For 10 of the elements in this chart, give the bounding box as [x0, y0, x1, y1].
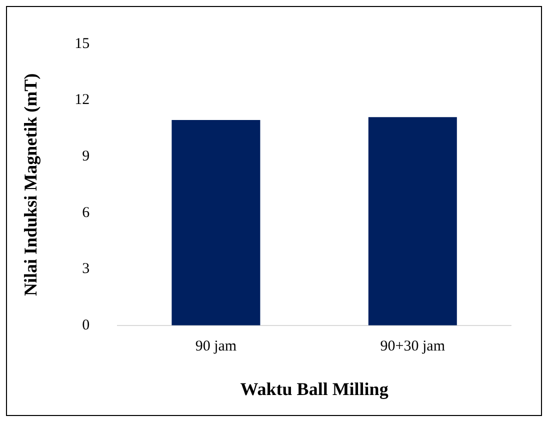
y-axis-title: Nilai Induksi Magnetik (mT): [20, 73, 40, 296]
y-tick-label: 12: [74, 92, 90, 108]
x-tick-label: 90+30 jam: [380, 338, 446, 354]
y-tick-label: 0: [82, 317, 90, 334]
y-tick-label: 6: [82, 204, 90, 221]
y-tick-label: 15: [74, 36, 90, 52]
x-tick-label: 90 jam: [195, 338, 237, 354]
y-tick-label: 9: [82, 148, 90, 164]
x-axis-title: Waktu Ball Milling: [240, 378, 388, 399]
y-tick-label: 3: [82, 261, 90, 278]
